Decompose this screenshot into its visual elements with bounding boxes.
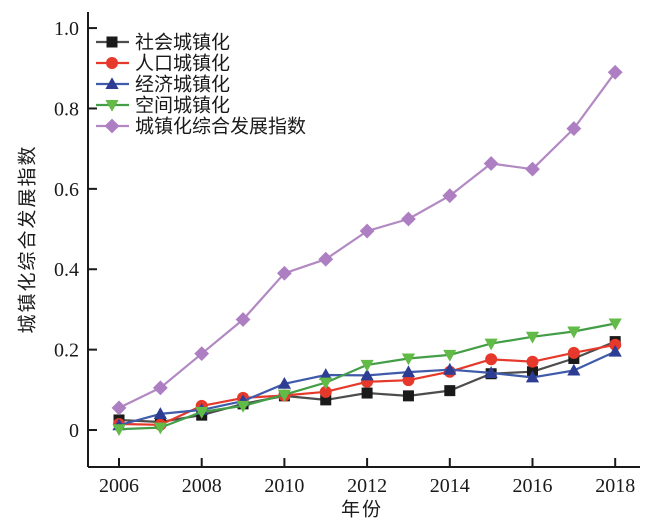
y-tick-label: 0.6 [54,179,79,201]
triangle-down-marker [525,331,540,344]
circle-marker [567,346,580,359]
series-spatial-urbanization [112,318,622,437]
triangle-down-marker [443,349,457,362]
legend-item-social-urbanization: 社会城镇化 [96,32,230,54]
legend-diamond-marker [104,118,120,134]
diamond-marker [566,121,582,136]
square-marker [402,390,414,402]
circle-marker [526,355,539,368]
triangle-down-marker [195,406,209,419]
diamond-marker [318,251,334,267]
y-tick-label: 0.8 [54,98,79,120]
diamond-marker [442,188,458,204]
triangle-down-marker [360,359,374,372]
diamond-marker [235,312,251,327]
square-marker [361,387,373,399]
x-tick-label: 2010 [264,475,304,497]
diamond-marker [525,161,540,177]
triangle-up-marker [360,368,374,381]
diamond-marker [111,400,127,416]
legend-label: 人口城镇化 [135,53,230,75]
legend-triangle-down-marker [105,100,119,112]
diamond-marker [607,64,623,80]
x-tick-label: 2016 [512,475,552,497]
circle-marker [609,338,622,351]
y-tick-label: 1.0 [54,18,79,40]
diamond-marker [401,211,416,227]
axes [87,12,640,468]
x-tick-label: 2008 [182,475,222,497]
legend-triangle-up-marker [105,77,119,89]
triangle-up-marker [608,344,622,357]
triangle-down-marker [153,422,167,435]
triangle-down-marker [401,353,416,366]
triangle-up-marker [484,366,498,378]
triangle-up-marker [525,370,540,383]
legend-label: 空间城镇化 [135,95,230,117]
legend-item-composite-development-index: 城镇化综合发展指数 [96,116,306,138]
y-tick-label: 0.2 [54,340,79,362]
x-tick-label: 2006 [99,475,139,497]
diamond-marker [152,380,168,396]
circle-marker [319,385,332,398]
legend-label: 城镇化综合发展指数 [135,116,306,138]
diamond-marker [194,346,210,362]
triangle-down-marker [567,326,581,339]
legend-item-spatial-urbanization: 空间城镇化 [96,95,230,117]
x-tick-label: 2012 [347,475,387,497]
diamond-marker [483,156,499,171]
diamond-marker [277,265,292,281]
square-marker [320,394,332,406]
square-marker [444,385,456,397]
x-axis-title: 年份 [340,499,384,521]
triangle-up-marker [319,368,333,380]
circle-marker [402,374,415,387]
legend-label: 社会城镇化 [135,32,230,54]
circle-marker [485,353,498,366]
legend-square-marker [106,36,118,48]
diamond-marker [359,223,375,239]
y-tick-label: 0 [69,420,79,442]
legend-circle-marker [106,57,118,69]
legend-item-economic-urbanization: 经济城镇化 [96,74,230,96]
x-tick-label: 2018 [595,475,635,497]
triangle-up-marker [401,365,416,378]
legend-item-population-urbanization: 人口城镇化 [96,53,230,75]
x-axis-ticks: 2006 2008 2010 2012 2014 2016 2018 [99,458,635,497]
y-tick-label: 0.4 [54,259,79,281]
x-tick-label: 2014 [430,475,470,497]
triangle-up-marker [443,362,457,375]
triangle-down-marker [236,400,250,413]
triangle-down-marker [484,338,498,351]
triangle-up-marker [277,376,292,389]
series-composite-development-index [111,64,623,416]
y-axis-title: 城镇化综合发展指数 [17,144,39,334]
legend-label: 经济城镇化 [135,74,230,96]
triangle-down-marker [319,377,333,390]
y-axis-ticks: 0 0.2 0.4 0.6 0.8 1.0 [54,18,97,442]
triangle-down-marker [608,318,622,331]
triangle-down-marker [112,424,126,437]
triangle-up-marker [567,363,581,376]
triangle-down-marker [277,389,292,402]
triangle-up-marker [153,407,167,419]
